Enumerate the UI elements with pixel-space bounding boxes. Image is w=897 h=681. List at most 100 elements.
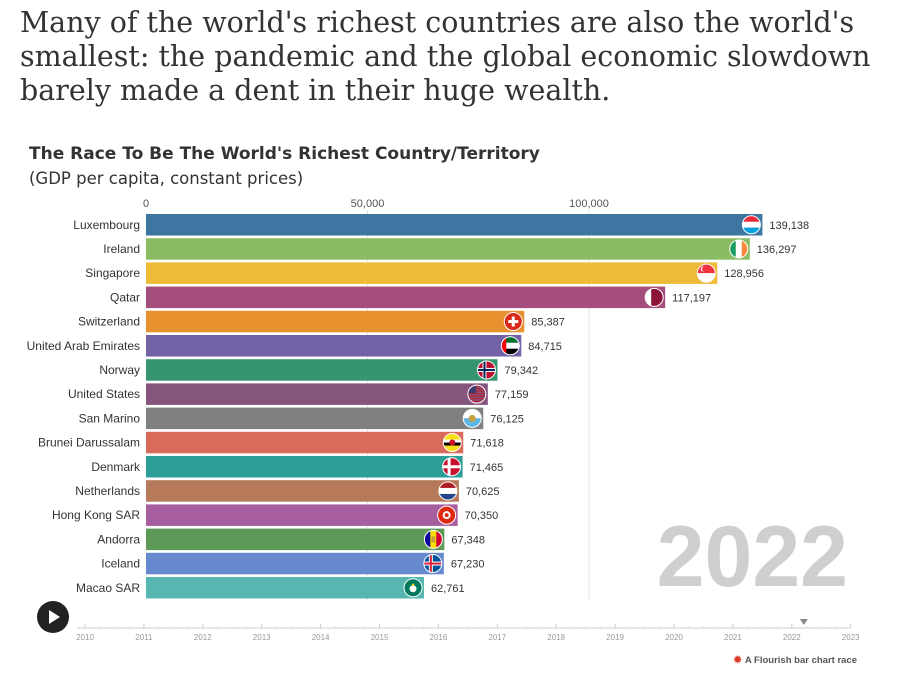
bar [146,335,522,357]
bar [146,286,666,309]
bar-row: Qatar 117,197 [110,286,711,309]
bar-row: Luxembourg 139,138 [73,214,809,236]
bar [146,214,763,236]
bar-row: Ireland 136,297 [103,238,797,260]
category-label: Hong Kong SAR [52,508,140,522]
bar-row: Hong Kong SAR 70,350 [52,504,498,526]
category-label: Norway [99,363,140,377]
bar-row: United Arab Emirates 84,715 [27,335,562,357]
brunei-flag [443,433,462,452]
category-label: Brunei Darussalam [38,436,140,450]
value-label: 70,625 [466,486,500,498]
category-label: Denmark [91,460,141,474]
category-label: United Arab Emirates [27,339,140,353]
ireland-flag [729,239,748,258]
value-label: 67,230 [451,559,485,571]
timeline: 2010 2011 2012 2013 2014 2015 2016 2017 2018 2019… [76,619,860,642]
play-icon [49,610,60,624]
category-label: Iceland [101,557,140,571]
x-tick-label: 100,000 [569,198,609,210]
value-label: 128,956 [724,268,764,280]
bar-row: Netherlands 70,625 [75,480,500,502]
bar-row: United States 77,159 [68,383,529,405]
value-label: 62,761 [431,583,465,595]
bar-row: Norway 79,342 [99,359,538,381]
hong-kong-flag [437,506,456,525]
timeline-year-label[interactable]: 2022 [783,633,801,642]
timeline-year-label[interactable]: 2010 [76,633,94,642]
value-label: 136,297 [757,244,797,256]
timeline-year-label[interactable]: 2016 [430,633,448,642]
value-label: 70,350 [465,510,499,522]
current-year: 2022 [657,509,848,605]
qatar-flag [645,288,664,307]
usa-flag [467,385,486,403]
play-button[interactable] [37,601,69,633]
credit-text: A Flourish bar chart race [744,655,857,666]
timeline-year-label[interactable]: 2014 [312,633,330,642]
timeline-year-label[interactable]: 2018 [547,633,565,642]
bar-row: Andorra 67,348 [97,528,485,551]
timeline-year-label[interactable]: 2017 [488,633,506,642]
category-label: United States [68,387,140,401]
chart-subtitle: (GDP per capita, constant prices) [29,169,304,188]
x-tick-label: 50,000 [351,198,385,210]
category-label: Qatar [110,290,140,304]
category-label: Ireland [103,242,140,256]
value-label: 71,618 [470,438,504,450]
norway-flag [477,360,496,379]
uae-flag [501,336,520,355]
timeline-year-label[interactable]: 2011 [135,633,153,642]
bar [146,504,458,526]
bars: Luxembourg 139,138 Ireland 136,297 Singapore… [27,214,809,599]
headline: Many of the world's richest countries ar… [20,6,871,107]
value-label: 85,387 [531,317,565,329]
category-label: Macao SAR [76,581,140,595]
timeline-year-label[interactable]: 2021 [724,633,742,642]
bar [146,528,445,551]
bar-row: Singapore 128,956 [85,262,764,284]
bar [146,407,484,430]
timeline-year-label[interactable]: 2015 [371,633,389,642]
flourish-logo-icon: ✹ [733,655,742,666]
netherlands-flag [438,481,457,500]
luxembourg-flag [742,215,761,234]
timeline-year-label[interactable]: 2020 [665,633,683,642]
bar [146,577,425,599]
bar [146,383,488,405]
bar [146,480,459,502]
bar-row: Macao SAR 62,761 [76,577,465,599]
bar [146,262,718,284]
flourish-credit[interactable]: ✹ A Flourish bar chart race [734,655,858,666]
category-label: San Marino [79,411,141,425]
value-label: 77,159 [495,389,529,401]
switzerland-flag [504,312,523,331]
value-label: 117,197 [672,292,711,304]
category-label: Switzerland [78,315,140,329]
macao-flag [404,578,423,597]
x-tick-label: 0 [143,198,149,210]
timeline-year-label[interactable]: 2012 [194,633,212,642]
bar [146,456,463,478]
timeline-year-label[interactable]: 2019 [606,633,624,642]
chart-title: The Race To Be The World's Richest Count… [29,144,540,164]
timeline-marker[interactable] [799,619,808,625]
bar [146,552,444,575]
singapore-flag [697,264,716,283]
category-label: Singapore [85,266,140,280]
bar-row: Brunei Darussalam 71,618 [38,431,504,454]
bar-row: Iceland 67,230 [101,552,485,575]
bar [146,310,525,333]
denmark-flag [442,457,461,476]
bar [146,238,750,260]
category-label: Netherlands [75,484,140,498]
value-label: 79,342 [504,365,538,377]
bar-row: Switzerland 85,387 [78,310,565,333]
bar-row: San Marino 76,125 [79,407,524,430]
category-label: Luxembourg [73,218,140,232]
value-label: 76,125 [490,413,524,425]
value-label: 139,138 [769,220,809,232]
bar [146,431,464,454]
timeline-year-label[interactable]: 2023 [842,633,860,642]
timeline-year-label[interactable]: 2013 [253,633,271,642]
